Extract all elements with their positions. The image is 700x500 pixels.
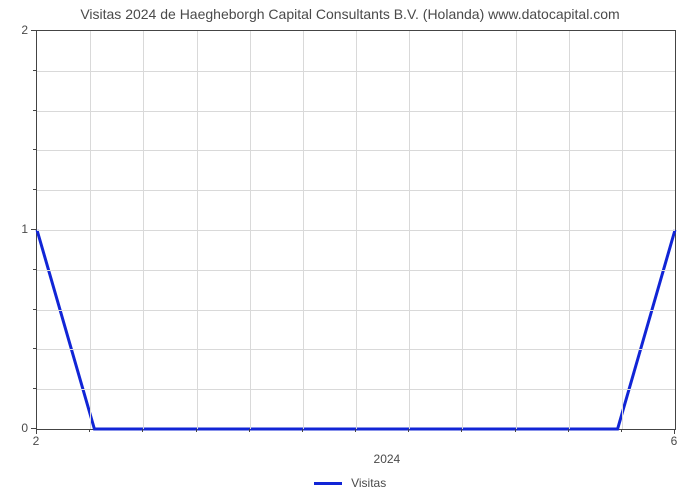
y-tick-minor xyxy=(33,348,36,349)
gridline-v xyxy=(250,31,251,429)
y-tick-minor xyxy=(33,189,36,190)
y-tick-label: 0 xyxy=(0,421,28,435)
x-tick xyxy=(674,429,675,434)
x-tick-minor xyxy=(461,429,462,432)
gridline-v xyxy=(516,31,517,429)
gridline-v xyxy=(143,31,144,429)
gridline-v xyxy=(569,31,570,429)
gridline-v xyxy=(303,31,304,429)
y-tick-minor xyxy=(33,388,36,389)
x-tick-label: 2 xyxy=(33,434,40,448)
x-tick-minor xyxy=(89,429,90,432)
y-tick-minor xyxy=(33,70,36,71)
x-tick-minor xyxy=(621,429,622,432)
gridline-v xyxy=(409,31,410,429)
y-tick-minor xyxy=(33,110,36,111)
x-tick-minor xyxy=(249,429,250,432)
y-tick xyxy=(31,30,36,31)
gridline-v xyxy=(462,31,463,429)
legend-label: Visitas xyxy=(351,476,386,490)
y-tick-minor xyxy=(33,149,36,150)
gridline-v xyxy=(356,31,357,429)
y-tick-minor xyxy=(33,269,36,270)
y-tick-label: 2 xyxy=(0,23,28,37)
x-tick-minor xyxy=(408,429,409,432)
gridline-v xyxy=(197,31,198,429)
legend: Visitas xyxy=(0,476,700,490)
y-tick-label: 1 xyxy=(0,222,28,236)
x-tick xyxy=(36,429,37,434)
x-tick-minor xyxy=(196,429,197,432)
x-tick-minor xyxy=(302,429,303,432)
x-tick-minor xyxy=(515,429,516,432)
x-tick-minor xyxy=(355,429,356,432)
x-tick-minor xyxy=(142,429,143,432)
x-annotation: 2024 xyxy=(374,452,401,466)
plot-area xyxy=(36,30,676,430)
y-tick xyxy=(31,229,36,230)
chart-title: Visitas 2024 de Haegheborgh Capital Cons… xyxy=(0,6,700,22)
line-chart: Visitas 2024 de Haegheborgh Capital Cons… xyxy=(0,0,700,500)
gridline-v xyxy=(622,31,623,429)
gridline-v xyxy=(90,31,91,429)
x-tick-label: 6 xyxy=(671,434,678,448)
y-tick-minor xyxy=(33,309,36,310)
legend-swatch xyxy=(314,482,342,485)
x-tick-minor xyxy=(568,429,569,432)
